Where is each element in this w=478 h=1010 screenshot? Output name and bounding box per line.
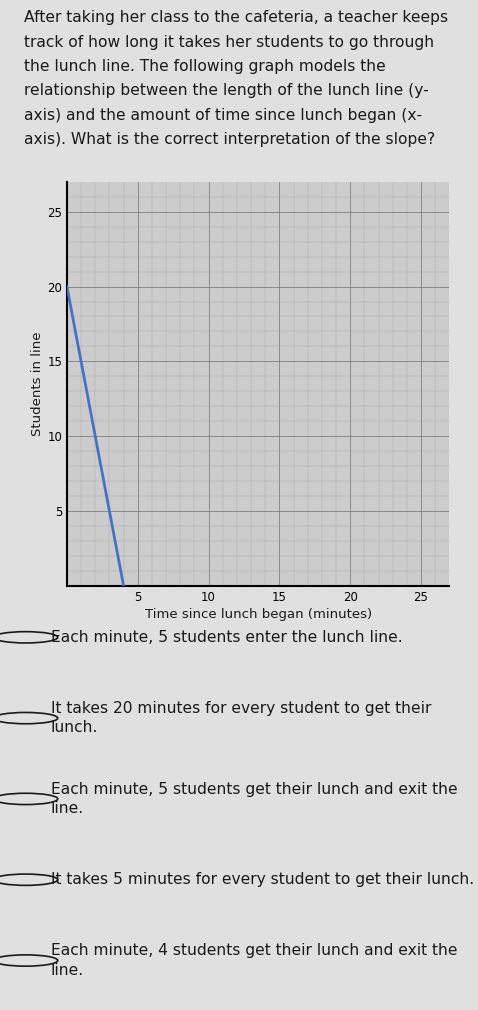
Text: track of how long it takes her students to go through: track of how long it takes her students … — [24, 34, 434, 49]
Text: Each minute, 5 students enter the lunch line.: Each minute, 5 students enter the lunch … — [51, 630, 402, 644]
Text: relationship between the length of the lunch line (y-: relationship between the length of the l… — [24, 84, 429, 98]
Text: the lunch line. The following graph models the: the lunch line. The following graph mode… — [24, 59, 386, 74]
Text: axis). What is the correct interpretation of the slope?: axis). What is the correct interpretatio… — [24, 132, 435, 147]
Y-axis label: Students in line: Students in line — [32, 331, 44, 436]
Text: axis) and the amount of time since lunch began (x-: axis) and the amount of time since lunch… — [24, 108, 422, 123]
Text: Each minute, 5 students get their lunch and exit the
line.: Each minute, 5 students get their lunch … — [51, 782, 457, 816]
Text: Each minute, 4 students get their lunch and exit the
line.: Each minute, 4 students get their lunch … — [51, 943, 457, 978]
Text: It takes 5 minutes for every student to get their lunch.: It takes 5 minutes for every student to … — [51, 873, 474, 887]
Text: It takes 20 minutes for every student to get their
lunch.: It takes 20 minutes for every student to… — [51, 701, 431, 735]
X-axis label: Time since lunch began (minutes): Time since lunch began (minutes) — [144, 608, 372, 621]
Text: After taking her class to the cafeteria, a teacher keeps: After taking her class to the cafeteria,… — [24, 10, 448, 25]
